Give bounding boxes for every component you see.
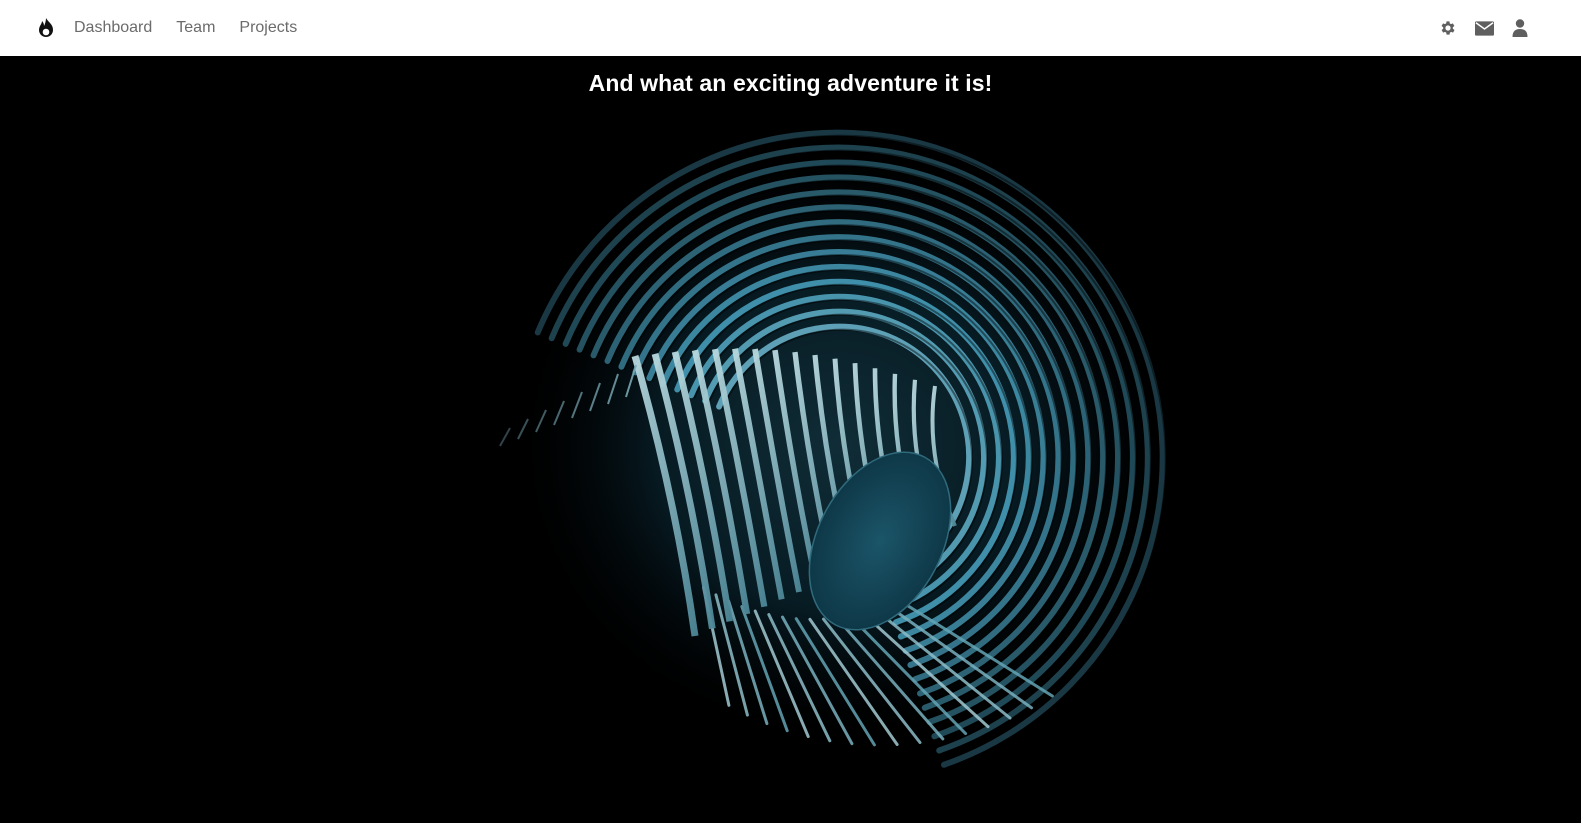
spiral-ring-shadow bbox=[665, 269, 1033, 641]
spiral-blade bbox=[753, 609, 810, 739]
nav-projects[interactable]: Projects bbox=[239, 19, 298, 36]
spiral-tail bbox=[517, 418, 529, 440]
flame-icon bbox=[39, 18, 53, 37]
hero-title: And what an exciting adventure it is! bbox=[588, 70, 993, 96]
spiral-blade bbox=[767, 613, 832, 743]
spiral-blade bbox=[896, 598, 1054, 698]
spiral-inner-blade bbox=[671, 351, 733, 622]
spiral-ring bbox=[548, 144, 1151, 754]
profile-button[interactable] bbox=[1509, 17, 1531, 39]
spiral-blade bbox=[808, 617, 899, 746]
spiral-ring-shadow bbox=[693, 298, 1003, 612]
spiral-tail bbox=[535, 409, 547, 433]
spiral-blade bbox=[727, 599, 769, 726]
brand-logo[interactable] bbox=[35, 17, 57, 39]
spiral-tail bbox=[589, 382, 601, 412]
spiral-ring-shadow bbox=[637, 239, 1063, 669]
spiral-blade bbox=[885, 603, 1034, 710]
spiral-inner-blade bbox=[732, 348, 785, 600]
spiral-ring-shadow bbox=[679, 283, 1018, 627]
spiral-blade bbox=[781, 615, 854, 746]
spiral-blade bbox=[822, 617, 922, 744]
spiral-tail bbox=[571, 391, 583, 419]
spiral-ring-shadow bbox=[553, 149, 1152, 755]
spiral-inner-blade bbox=[752, 348, 802, 593]
spiral-tail bbox=[607, 373, 619, 405]
spiral-ring bbox=[604, 204, 1092, 697]
spiral-ring-shadow bbox=[539, 134, 1167, 769]
spiral-ring-shadow bbox=[707, 313, 988, 598]
spiral-ring-shadow bbox=[609, 209, 1093, 698]
envelope-icon bbox=[1474, 20, 1494, 36]
spiral-inner-blade bbox=[691, 349, 751, 615]
header-actions bbox=[1423, 0, 1531, 56]
spiral-ring bbox=[702, 308, 987, 597]
settings-button[interactable] bbox=[1437, 17, 1459, 39]
spiral-blade bbox=[835, 616, 945, 741]
spiral-glow bbox=[510, 146, 1170, 746]
spiral-ring bbox=[618, 219, 1077, 683]
spiral-tail bbox=[625, 364, 637, 398]
hero-section: And what an exciting adventure it is! bbox=[0, 56, 1581, 823]
spiral-ring bbox=[562, 159, 1136, 740]
spiral-ring bbox=[688, 293, 1002, 611]
spiral-ring bbox=[576, 174, 1122, 725]
main-nav: Dashboard Team Projects bbox=[74, 0, 321, 56]
spiral-inner-blade bbox=[711, 348, 768, 608]
spiral-ring bbox=[534, 129, 1166, 768]
spiral-blade bbox=[873, 607, 1012, 720]
spiral-ring bbox=[646, 249, 1047, 654]
spiral-core bbox=[808, 451, 952, 631]
spiral-ring-shadow bbox=[595, 194, 1108, 712]
spiral-ring bbox=[632, 234, 1062, 668]
spiral-blade bbox=[740, 605, 789, 733]
spiral-inner-blade bbox=[651, 352, 716, 630]
spiral-blade bbox=[848, 614, 968, 736]
gear-icon bbox=[1441, 21, 1455, 35]
spiral-inner-blade bbox=[631, 355, 699, 637]
spiral-ring-shadow bbox=[581, 179, 1123, 726]
spiral-tail bbox=[499, 427, 511, 447]
spiral-ring-shadow bbox=[567, 164, 1137, 741]
spiral-ring bbox=[674, 278, 1017, 626]
nav-team[interactable]: Team bbox=[176, 19, 216, 36]
spiral-blade bbox=[794, 617, 876, 747]
spiral-ring-shadow bbox=[623, 224, 1078, 684]
spiral-artwork bbox=[499, 129, 1170, 769]
messages-button[interactable] bbox=[1473, 17, 1495, 39]
top-navbar: Dashboard Team Projects bbox=[0, 0, 1581, 56]
nav-dashboard[interactable]: Dashboard bbox=[74, 19, 153, 36]
spiral-ring bbox=[660, 264, 1032, 640]
spiral-blade bbox=[861, 611, 990, 729]
user-icon bbox=[1512, 19, 1528, 37]
spiral-tail bbox=[553, 400, 565, 426]
spiral-ring bbox=[590, 189, 1107, 711]
spiral-blade bbox=[714, 593, 749, 717]
spiral-ring-shadow bbox=[651, 254, 1048, 655]
